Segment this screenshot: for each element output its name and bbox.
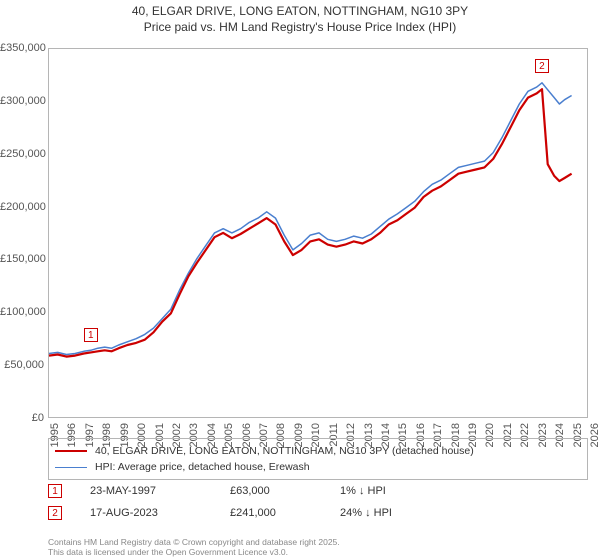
- title-line-2: Price paid vs. HM Land Registry's House …: [0, 20, 600, 36]
- event-marker-1: 1: [84, 328, 98, 342]
- row-delta-2: 24% ↓ HPI: [340, 507, 460, 519]
- legend-panel: 40, ELGAR DRIVE, LONG EATON, NOTTINGHAM,…: [48, 438, 588, 480]
- title-line-1: 40, ELGAR DRIVE, LONG EATON, NOTTINGHAM,…: [0, 4, 600, 20]
- y-tick-label: £100,000: [0, 306, 44, 318]
- y-tick-label: £0: [0, 412, 44, 424]
- event-marker-2: 2: [535, 59, 549, 73]
- title-block: 40, ELGAR DRIVE, LONG EATON, NOTTINGHAM,…: [0, 0, 600, 35]
- footer-line-1: Contains HM Land Registry data © Crown c…: [48, 537, 588, 548]
- legend-swatch-2: [55, 467, 87, 468]
- table-row: 2 17-AUG-2023 £241,000 24% ↓ HPI: [48, 502, 588, 524]
- row-marker-1: 1: [48, 484, 62, 498]
- y-tick-label: £200,000: [0, 201, 44, 213]
- footer: Contains HM Land Registry data © Crown c…: [48, 537, 588, 558]
- legend-row-2: HPI: Average price, detached house, Erew…: [55, 459, 581, 475]
- legend-swatch-1: [55, 450, 87, 452]
- series-hpi: [49, 83, 572, 355]
- row-price-2: £241,000: [230, 507, 340, 519]
- footer-line-2: This data is licensed under the Open Gov…: [48, 547, 588, 558]
- series-price_paid: [49, 89, 572, 356]
- legend-label-1: 40, ELGAR DRIVE, LONG EATON, NOTTINGHAM,…: [95, 445, 474, 457]
- y-tick-label: £300,000: [0, 95, 44, 107]
- row-delta-1: 1% ↓ HPI: [340, 485, 460, 497]
- chart-container: 40, ELGAR DRIVE, LONG EATON, NOTTINGHAM,…: [0, 0, 600, 560]
- legend-label-2: HPI: Average price, detached house, Erew…: [95, 461, 310, 473]
- plot-area: 12 1995199619971998199920002001200220032…: [48, 48, 588, 418]
- legend-row-1: 40, ELGAR DRIVE, LONG EATON, NOTTINGHAM,…: [55, 443, 581, 459]
- row-price-1: £63,000: [230, 485, 340, 497]
- line-plot-svg: [49, 49, 589, 419]
- y-tick-label: £350,000: [0, 42, 44, 54]
- row-marker-2: 2: [48, 506, 62, 520]
- transactions-table: 1 23-MAY-1997 £63,000 1% ↓ HPI 2 17-AUG-…: [48, 480, 588, 524]
- row-date-1: 23-MAY-1997: [90, 485, 230, 497]
- table-row: 1 23-MAY-1997 £63,000 1% ↓ HPI: [48, 480, 588, 502]
- row-date-2: 17-AUG-2023: [90, 507, 230, 519]
- y-tick-label: £50,000: [0, 359, 44, 371]
- y-tick-label: £150,000: [0, 253, 44, 265]
- y-tick-label: £250,000: [0, 148, 44, 160]
